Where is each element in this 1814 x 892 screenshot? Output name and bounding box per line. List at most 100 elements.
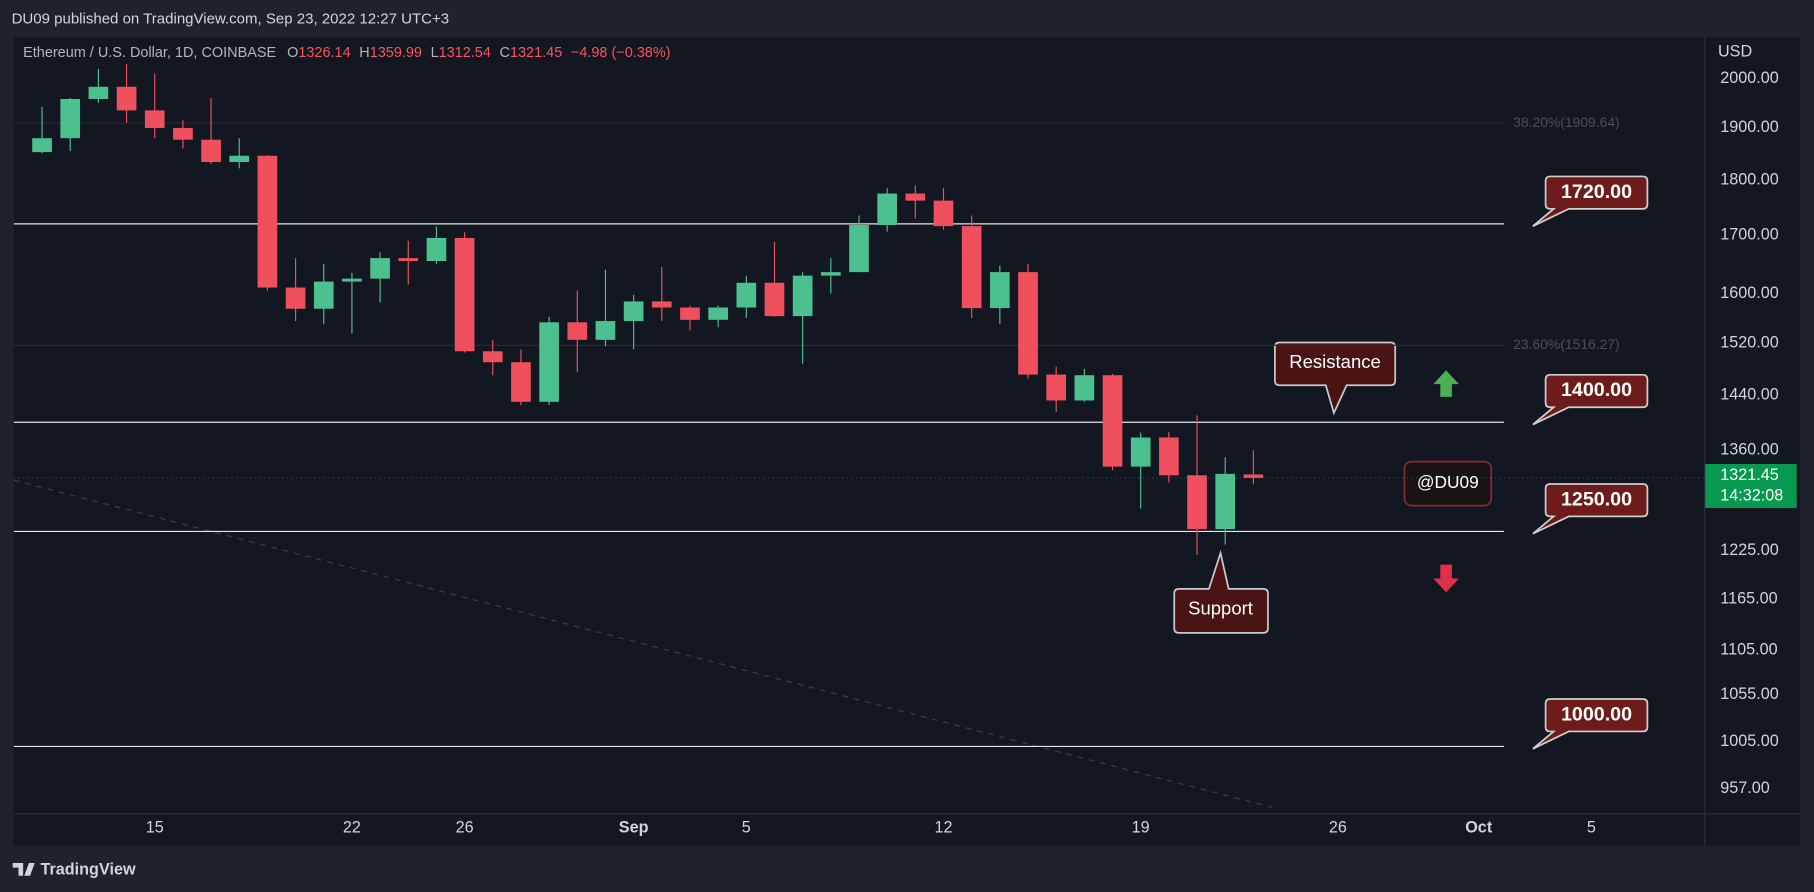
y-tick-label: 1165.00 <box>1720 590 1777 608</box>
level-callout <box>1532 175 1649 227</box>
candle-body <box>398 258 419 261</box>
watermark: @DU09 <box>1417 472 1479 492</box>
ohlc-letter: O <box>287 45 298 61</box>
candle-body <box>595 321 616 340</box>
y-tick-label: 1800.00 <box>1720 170 1779 188</box>
candle-body <box>144 110 165 128</box>
y-tick-label: 957.00 <box>1720 779 1770 797</box>
x-tick-label: 19 <box>1132 819 1150 837</box>
candle-body <box>623 301 644 322</box>
candle-body <box>32 138 52 153</box>
level-label: 1400.00 <box>1561 379 1632 401</box>
x-tick-label: 12 <box>934 819 952 837</box>
price-tag <box>1705 464 1797 508</box>
x-tick-label: Oct <box>1465 819 1493 837</box>
resistance-label: Resistance <box>1289 351 1381 372</box>
candle-body <box>539 322 559 402</box>
fib-label: 23.60%(1516.27) <box>1513 336 1619 352</box>
y-tick-label: 1225.00 <box>1720 541 1779 559</box>
candle-body <box>1215 473 1236 530</box>
candle-body <box>285 287 306 309</box>
support-label: Support <box>1188 598 1253 619</box>
level-callout <box>1532 483 1649 535</box>
x-tick-label: 5 <box>1587 819 1596 837</box>
high-value: 1359.99 <box>370 45 422 61</box>
price-unit: USD <box>1718 42 1752 60</box>
x-tick-label: 5 <box>742 819 751 837</box>
candle-body <box>1018 272 1038 375</box>
price-axis <box>1705 37 1801 814</box>
y-tick-label: 2000.00 <box>1720 69 1779 87</box>
level-label: 1000.00 <box>1561 703 1632 725</box>
y-tick-label: 1520.00 <box>1720 333 1779 351</box>
candle-body <box>1159 437 1179 476</box>
candle-body <box>849 224 869 273</box>
candle-body <box>88 86 109 99</box>
candle-body <box>173 127 193 140</box>
y-tick-label: 1055.00 <box>1720 685 1779 703</box>
trend-line <box>13 479 1273 809</box>
ohlc-letter: C <box>500 45 510 61</box>
x-tick-label: 26 <box>1329 819 1347 837</box>
level-callout <box>1532 373 1649 426</box>
fib-label: 38.20%(1909.64) <box>1513 114 1619 130</box>
low-value: 1312.54 <box>439 45 491 61</box>
candle-body <box>482 351 503 363</box>
down-arrow <box>1433 564 1459 593</box>
x-tick-label: 26 <box>456 819 474 837</box>
candle-body <box>313 281 334 309</box>
candle-body <box>961 226 982 309</box>
candle-body <box>1243 474 1264 478</box>
brand: TradingView <box>40 860 135 878</box>
open-value: 1326.14 <box>298 45 350 61</box>
candle-body <box>792 275 813 317</box>
ohlc-letter: L <box>431 45 439 61</box>
candle-body <box>651 301 672 308</box>
byline: DU09 published on TradingView.com, Sep 2… <box>12 11 450 28</box>
candle-body <box>511 362 531 402</box>
change: −4.98 (−0.38%) <box>571 45 671 61</box>
plot-area <box>13 37 1705 814</box>
y-tick-label: 1700.00 <box>1720 225 1779 243</box>
candle-body <box>426 237 447 261</box>
candle-body <box>342 278 362 282</box>
candle-body <box>370 258 390 279</box>
candle-body <box>229 155 250 163</box>
up-arrow <box>1433 370 1459 397</box>
candle-body <box>257 155 278 288</box>
x-tick-label: 15 <box>146 819 164 837</box>
candle-body <box>820 272 841 276</box>
ohlc-letter: H <box>359 45 369 61</box>
candle-body <box>1130 437 1151 467</box>
candle-body <box>680 307 700 320</box>
candle-body <box>1046 374 1067 401</box>
time-axis <box>13 814 1801 846</box>
candle-body <box>567 322 588 340</box>
candle-body <box>201 139 221 163</box>
legend: Ethereum / U.S. Dollar, 1D, COINBASE O13… <box>23 45 670 61</box>
brand-logo <box>12 863 35 876</box>
candle-body <box>1187 475 1207 530</box>
y-tick-label: 1440.00 <box>1720 385 1779 403</box>
level-label: 1250.00 <box>1561 488 1632 510</box>
candle-body <box>736 282 757 308</box>
candle-body <box>454 237 475 352</box>
countdown: 14:32:08 <box>1720 487 1783 505</box>
candle-body <box>877 193 897 225</box>
y-tick-label: 1900.00 <box>1720 118 1779 136</box>
candle-body <box>116 86 137 111</box>
y-tick-label: 1600.00 <box>1720 284 1779 302</box>
level-label: 1720.00 <box>1561 181 1632 203</box>
candle-body <box>990 272 1010 309</box>
candle-body <box>708 307 728 320</box>
candle-body <box>1102 375 1123 467</box>
level-callout <box>1532 698 1649 750</box>
candle-body <box>905 193 926 201</box>
y-tick-label: 1360.00 <box>1720 440 1779 458</box>
watermark-box <box>1403 460 1493 507</box>
price-tag-value: 1321.45 <box>1720 466 1779 484</box>
candle-body <box>1074 375 1095 401</box>
chart-layer: 38.20%(1909.64) 23.60%(1516.27) 1720.00 140… <box>13 64 1649 750</box>
